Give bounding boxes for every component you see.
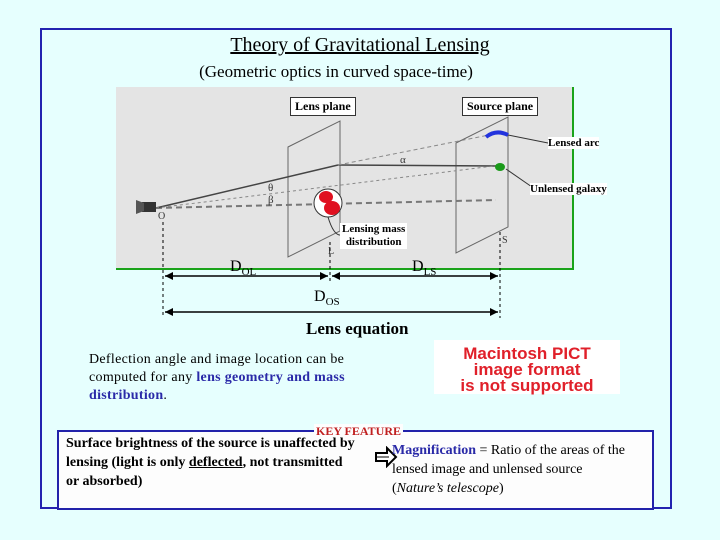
- source-plane-label: Source plane: [462, 97, 539, 116]
- lens-equation-heading: Lens equation: [306, 319, 409, 338]
- pict-line2: image format: [473, 360, 581, 379]
- pict-line3: is not supported: [460, 376, 594, 395]
- pict-line1: Macintosh PICT: [463, 344, 591, 363]
- point-o-label: O: [158, 211, 165, 222]
- unlensed-galaxy-label: Unlensed galaxy: [530, 183, 607, 195]
- lens-plane-label: Lens plane: [290, 97, 356, 116]
- ray-lens-source: [337, 164, 499, 167]
- pict-placeholder-image: Macintosh PICT image format is not suppo…: [434, 340, 620, 394]
- alpha-label: α: [400, 154, 406, 166]
- lens-mass-blob-2: [324, 201, 340, 215]
- page-title: Theory of Gravitational Lensing: [230, 34, 490, 56]
- lensing-mass-label: Lensing mass distribution: [340, 223, 408, 249]
- magnification-text: Magnification = Ratio of the areas of th…: [392, 443, 626, 496]
- lens-mass-blob-1: [319, 191, 333, 203]
- point-s-label: S: [502, 235, 508, 246]
- page-subtitle: (Geometric optics in curved space-time): [199, 62, 473, 81]
- point-l-label: L: [328, 246, 334, 257]
- source-plane-shape: [455, 116, 509, 254]
- arrow-right-icon: [375, 446, 398, 468]
- ray-direct: [155, 165, 495, 209]
- ray-apparent: [337, 133, 495, 166]
- dol-label: DOL: [230, 258, 257, 279]
- dos-label: DOS: [314, 288, 340, 309]
- beta-label: β: [268, 194, 274, 206]
- lensing-mass-line2: distribution: [345, 236, 402, 248]
- surface-brightness-text: Surface brightness of the source is unaf…: [66, 436, 355, 489]
- lensed-arc-label: Lensed arc: [548, 137, 600, 149]
- unlensed-galaxy-shape: [495, 163, 505, 171]
- key-feature-label: KEY FEATURE: [314, 424, 404, 439]
- lensing-diagram: O L S α θ β: [136, 116, 549, 258]
- galaxy-pointer: [505, 168, 533, 188]
- telescope-icon: [136, 200, 156, 214]
- ray-observer-lens: [155, 164, 339, 209]
- deflection-text: Deflection angle and image location can …: [89, 352, 345, 403]
- lensed-arc-shape: [484, 130, 509, 139]
- dls-label: DLS: [412, 258, 437, 279]
- arc-pointer: [507, 134, 549, 144]
- diagram-panel: O L S α θ β Lens plane Source plane Lens…: [116, 87, 607, 270]
- theta-label: θ: [268, 182, 273, 194]
- lensing-mass-line1: Lensing mass: [342, 223, 406, 235]
